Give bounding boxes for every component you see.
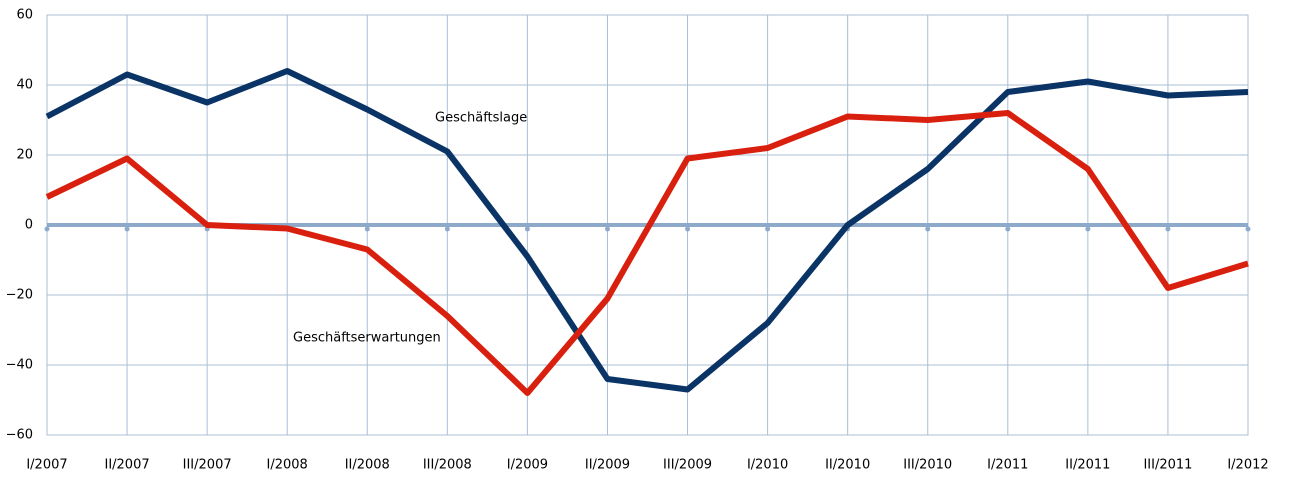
x-tick-label: II/2011 [1065, 458, 1110, 473]
axis-tick-dot [604, 226, 610, 232]
axis-tick-dot [44, 226, 50, 232]
x-tick-label: III/2009 [663, 458, 712, 473]
axis-tick-dot [524, 226, 530, 232]
y-tick-label: 40 [16, 78, 33, 93]
axis-tick-dot [1245, 226, 1251, 232]
x-tick-label: I/2008 [267, 458, 308, 473]
axis-tick-dot [1005, 226, 1011, 232]
x-tick-label: II/2009 [585, 458, 630, 473]
series-line [45, 110, 1249, 396]
y-tick-label: 0 [25, 218, 33, 233]
series-label: Geschäftslage [435, 111, 527, 126]
y-tick-label: 60 [16, 8, 33, 23]
x-tick-label: III/2010 [903, 458, 952, 473]
x-tick-label: II/2010 [825, 458, 870, 473]
axis-tick-dot [1165, 226, 1171, 232]
x-tick-label: III/2008 [423, 458, 472, 473]
series-label: Geschäftserwartungen [293, 331, 441, 346]
y-tick-label: −40 [6, 358, 33, 373]
y-tick-label: 20 [16, 148, 33, 163]
axis-tick-dot [925, 226, 931, 232]
y-tick-label: −20 [6, 288, 33, 303]
axis-tick-dot [124, 226, 130, 232]
x-tick-label: I/2012 [1227, 458, 1268, 473]
axis-tick-dot [685, 226, 691, 232]
x-tick-label: III/2011 [1143, 458, 1192, 473]
x-tick-label: I/2011 [987, 458, 1028, 473]
axis-tick-dot [1085, 226, 1091, 232]
x-tick-label: II/2008 [345, 458, 390, 473]
x-tick-label: I/2007 [26, 458, 67, 473]
x-tick-label: I/2010 [747, 458, 788, 473]
y-tick-label: −60 [6, 428, 33, 443]
x-tick-label: I/2009 [507, 458, 548, 473]
axis-tick-dot [444, 226, 450, 232]
series-line [45, 68, 1249, 393]
x-tick-label: II/2007 [104, 458, 149, 473]
x-tick-label: III/2007 [183, 458, 232, 473]
axis-tick-dot [364, 226, 370, 232]
axis-tick-dot [765, 226, 771, 232]
